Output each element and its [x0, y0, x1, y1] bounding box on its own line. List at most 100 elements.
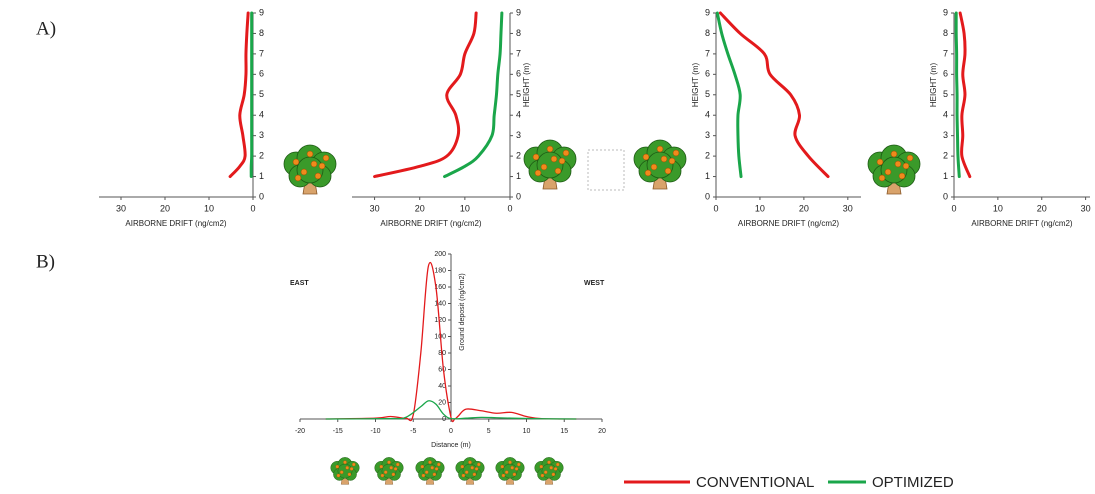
y-tick-label: 7	[516, 48, 521, 58]
tree-fruit	[434, 467, 439, 471]
tree-icon	[455, 457, 485, 485]
annotation: WEST	[584, 280, 605, 287]
tree-fruit	[343, 460, 347, 465]
y-tick-label: 5	[516, 89, 521, 99]
y-tick-label: 5	[705, 89, 710, 99]
y-tick-label: 200	[434, 251, 446, 258]
y-tick-label: 6	[516, 69, 521, 79]
tree-fruit	[379, 464, 384, 469]
tree-fruit	[335, 464, 340, 469]
y-tick-label: 9	[705, 7, 710, 17]
tree-fruit	[477, 462, 481, 467]
y-tick-label: 9	[259, 7, 264, 17]
annotation: EAST	[290, 280, 309, 287]
y-tick-label: 0	[943, 191, 948, 201]
y-tick-label: 6	[705, 69, 710, 79]
tree-fruit	[884, 168, 892, 176]
tree-fruit	[534, 169, 542, 177]
y-axis-label: HEIGHT (m)	[691, 63, 700, 108]
x-tick-label: 30	[1081, 203, 1091, 213]
y-tick-label: 9	[516, 7, 521, 17]
tree-fruit	[642, 153, 650, 161]
tree-fruit	[650, 163, 658, 171]
tree-fruit	[345, 466, 349, 470]
tree-fruit	[310, 160, 318, 168]
tree-icon	[633, 139, 687, 190]
y-tick-label: 9	[943, 7, 948, 17]
tree-fruit	[500, 464, 505, 469]
y-tick-label: 160	[434, 284, 446, 291]
tree-fruit	[876, 158, 884, 166]
tree-fruit	[512, 472, 517, 477]
tree-fruit	[389, 466, 393, 470]
tree-icon	[415, 457, 445, 485]
y-tick-label: 60	[438, 366, 446, 373]
x-tick-label: 15	[560, 428, 568, 435]
tree-fruit	[430, 466, 434, 470]
tree-fruit	[460, 464, 465, 469]
y-tick-label: 5	[259, 89, 264, 99]
tree-fruit	[517, 462, 521, 467]
y-tick-label: 180	[434, 267, 446, 274]
y-tick-label: 6	[943, 69, 948, 79]
tree-fruit	[352, 462, 356, 467]
tree-icon	[283, 144, 337, 195]
x-tick-label: 20	[598, 428, 606, 435]
x-tick-label: 30	[370, 203, 380, 213]
tree-fruit	[539, 464, 544, 469]
tree-fruit	[470, 466, 474, 470]
x-tick-label: -10	[370, 428, 380, 435]
y-axis-label: HEIGHT (m)	[929, 63, 938, 108]
y-tick-label: 5	[943, 89, 948, 99]
tree-fruit	[550, 155, 558, 163]
tree-fruit	[894, 160, 902, 168]
y-tick-label: 0	[705, 191, 710, 201]
y-axis-label: Ground deposit (ng/cm2)	[459, 273, 466, 350]
y-tick-label: 6	[259, 69, 264, 79]
drift-line	[249, 11, 254, 179]
tree-fruit	[432, 472, 437, 477]
tree-icon	[534, 457, 564, 485]
y-axis-label: HEIGHT (m)	[522, 63, 531, 108]
y-tick-label: 20	[438, 399, 446, 406]
x-tick-label: 30	[116, 203, 126, 213]
panel-label: A)	[36, 18, 56, 39]
tree-fruit	[387, 460, 391, 465]
y-tick-label: 2	[516, 150, 521, 160]
x-axis-label: AIRBORNE DRIFT (ng/cm2)	[125, 219, 227, 228]
tree-fruit	[551, 472, 556, 477]
tree-fruit	[347, 472, 352, 477]
drift-line	[954, 11, 961, 179]
panel-label: B)	[36, 251, 55, 272]
y-tick-label: 0	[516, 191, 521, 201]
y-tick-label: 1	[516, 171, 521, 181]
drift-line	[228, 11, 250, 179]
tree-fruit	[514, 467, 519, 471]
drift-line	[718, 11, 830, 179]
x-tick-label: 20	[415, 203, 425, 213]
tree-fruit	[504, 470, 509, 474]
tree-fruit	[501, 473, 506, 478]
tree-fruit	[349, 467, 354, 471]
y-tick-label: 7	[943, 48, 948, 58]
x-tick-label: 20	[160, 203, 170, 213]
tree-fruit	[464, 470, 469, 474]
drift-line	[958, 11, 972, 179]
tree-fruit	[540, 163, 548, 171]
tree-fruit	[562, 149, 570, 157]
tree-fruit	[543, 470, 548, 474]
x-axis-label: AIRBORNE DRIFT (ng/cm2)	[971, 219, 1073, 228]
y-tick-label: 1	[705, 171, 710, 181]
legend-label: OPTIMIZED	[872, 474, 954, 491]
tree-icon	[495, 457, 525, 485]
deposit-line	[325, 261, 577, 423]
x-tick-label: 0	[449, 428, 453, 435]
tree-fruit	[546, 145, 554, 153]
tree-fruit	[294, 174, 302, 182]
legend-label: CONVENTIONAL	[696, 474, 814, 491]
tree-fruit	[318, 162, 326, 170]
tree-fruit	[428, 460, 432, 465]
tree-fruit	[468, 460, 472, 465]
y-tick-label: 40	[438, 383, 446, 390]
tree-fruit	[339, 470, 344, 474]
